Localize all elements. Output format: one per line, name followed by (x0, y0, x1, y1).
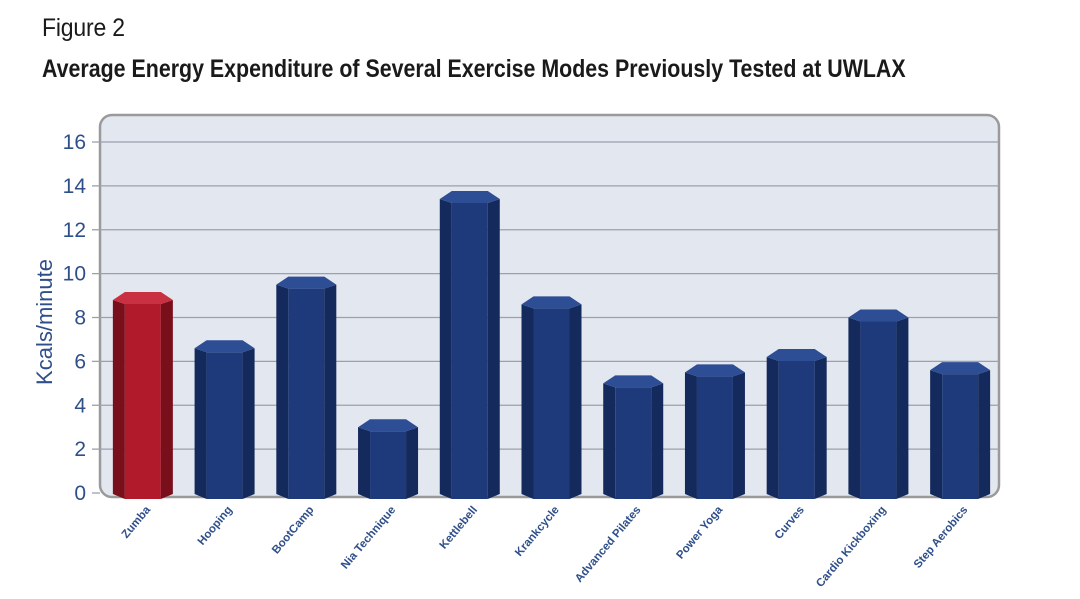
figure-title: Average Energy Expenditure of Several Ex… (42, 55, 906, 83)
bar (112, 291, 173, 499)
y-tick-label: 2 (74, 438, 86, 461)
x-tick-label: Advanced Pilates (573, 504, 643, 585)
x-tick-label: Zumba (120, 504, 154, 541)
y-tick-label: 4 (74, 394, 86, 417)
figure-label: Figure 2 (42, 14, 125, 42)
bar (848, 309, 909, 499)
y-tick-label: 14 (63, 175, 87, 198)
x-tick-label: Power Yoga (674, 504, 725, 562)
bar (930, 362, 991, 499)
y-tick-label: 0 (74, 482, 86, 505)
x-axis-ticks: Zumba Hooping BootCamp Nia Technique Kettleb… (120, 504, 971, 590)
y-axis-label: Kcals/minute (32, 259, 57, 385)
y-tick-label: 8 (74, 307, 86, 330)
bar (358, 419, 419, 499)
y-tick-label: 10 (63, 263, 86, 286)
x-tick-label: Curves (773, 504, 807, 542)
x-tick-label: Cardio Kickboxing (814, 504, 889, 590)
bar (603, 375, 664, 499)
x-tick-label: BootCamp (270, 504, 317, 556)
x-tick-label: Step Aerobics (912, 504, 971, 571)
x-tick-label: Nia Technique (339, 504, 398, 571)
y-axis-ticks: 0 2 4 6 8 10 12 14 16 (63, 131, 100, 505)
y-tick-label: 6 (74, 350, 86, 373)
bar (276, 276, 337, 499)
x-tick-label: Hooping (196, 504, 235, 547)
y-tick-label: 12 (63, 219, 86, 242)
x-tick-label: Kettlebell (438, 504, 480, 551)
bar (521, 296, 582, 499)
y-tick-label: 16 (63, 131, 86, 154)
bar (766, 348, 827, 499)
bar (684, 364, 745, 499)
bar (194, 340, 255, 499)
bars (112, 191, 991, 499)
bar (439, 191, 500, 499)
x-tick-label: Krankcycle (513, 504, 562, 559)
